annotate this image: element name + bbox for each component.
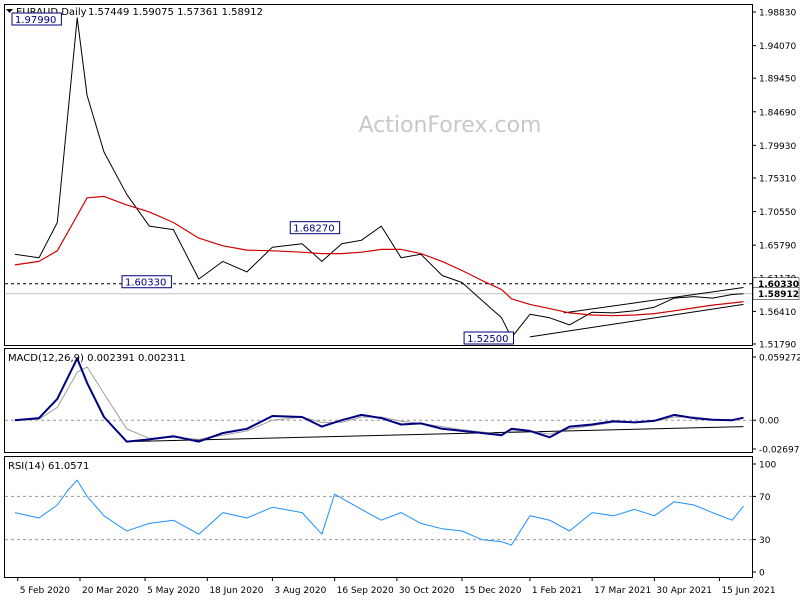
- x-axis-label: 5 Feb 2020: [20, 586, 71, 596]
- macd-title: MACD(12,26,9) 0.002391 0.002311: [8, 353, 186, 364]
- watermark: ActionForex.com: [359, 113, 542, 138]
- annotation-label: 1.68270: [293, 224, 334, 235]
- price-axis-label: 1.94070: [759, 42, 796, 52]
- current-price-tag: 1.58912: [758, 290, 799, 300]
- x-axis-label: 5 May 2020: [147, 586, 200, 596]
- x-axis-label: 18 Jun 2020: [209, 586, 263, 596]
- x-axis-label: 30 Oct 2020: [399, 586, 455, 596]
- price-axis-label: 1.98830: [759, 9, 796, 19]
- x-axis-label: 17 Mar 2021: [594, 586, 651, 596]
- macd-axis-label: 0.00: [759, 417, 779, 427]
- channel-upper-line: [563, 287, 744, 314]
- rsi-series: [14, 479, 744, 546]
- price-axis-label: 1.84690: [759, 108, 796, 118]
- price-axis-label: 1.79930: [759, 142, 796, 152]
- macd-axis-label: 0.059272: [759, 354, 800, 364]
- macd-line: [14, 357, 744, 443]
- price-line: [14, 17, 744, 339]
- macd-axis-label: -0.026978: [759, 446, 800, 456]
- x-axis-label: 15 Dec 2020: [464, 586, 522, 596]
- price-panel-frame: [4, 4, 753, 346]
- annotation-label: 1.60330: [125, 278, 166, 289]
- price-series: [14, 17, 744, 339]
- x-axis-label: 30 Apr 2021: [656, 586, 712, 596]
- annotation-label: 1.97990: [15, 15, 56, 26]
- rsi-axis-label: 70: [759, 493, 771, 503]
- rsi-line: [14, 479, 744, 546]
- price-axis-label: 1.51790: [759, 341, 796, 351]
- price-axis-label: 1.89450: [759, 75, 796, 85]
- moving-average-line: [14, 195, 744, 317]
- price-axis-label: 1.70550: [759, 208, 796, 218]
- annotation-label: 1.52500: [467, 334, 508, 345]
- rsi-axis-label: 100: [759, 461, 776, 471]
- macd-panel-frame: [4, 348, 753, 453]
- macd-series: [14, 357, 744, 443]
- rsi-panel-frame: [4, 456, 753, 578]
- level-tag: 1.60330: [758, 280, 799, 290]
- dropdown-triangle-icon[interactable]: [6, 9, 13, 13]
- x-axis-label: 3 Aug 2020: [274, 586, 326, 596]
- price-axis-label: 1.56410: [759, 308, 796, 318]
- price-axis-label: 1.75310: [759, 175, 796, 185]
- price-axis-label: 1.65790: [759, 242, 796, 252]
- rsi-title: RSI(14) 61.0571: [8, 461, 89, 472]
- grid-lines: [5, 283, 752, 541]
- annotation-box: [11, 12, 62, 26]
- annotation-box: [463, 331, 514, 345]
- x-axis-label: 16 Sep 2020: [337, 586, 394, 596]
- channel-lower-line: [529, 303, 744, 338]
- rsi-axis-label: 30: [759, 536, 771, 546]
- macd-trendline: [126, 426, 744, 443]
- annotation-box: [121, 275, 172, 289]
- rsi-axis-label: 0: [759, 569, 765, 579]
- chart-ohlc: 1.57449 1.59075 1.57361 1.58912: [88, 7, 263, 18]
- current-price-tag-box: [752, 287, 800, 300]
- x-axis-label: 15 Jun 2021: [721, 586, 775, 596]
- annotations: 1.97990 1.60330 1.68270 1.52500: [11, 12, 514, 345]
- x-axis-label: 1 Feb 2021: [532, 586, 582, 596]
- axis-labels: 1.98830 1.94070 1.89450 1.84690 1.79930 1.753…: [17, 9, 800, 596]
- annotation-box: [289, 221, 341, 235]
- x-axis-label: 20 Mar 2020: [82, 586, 139, 596]
